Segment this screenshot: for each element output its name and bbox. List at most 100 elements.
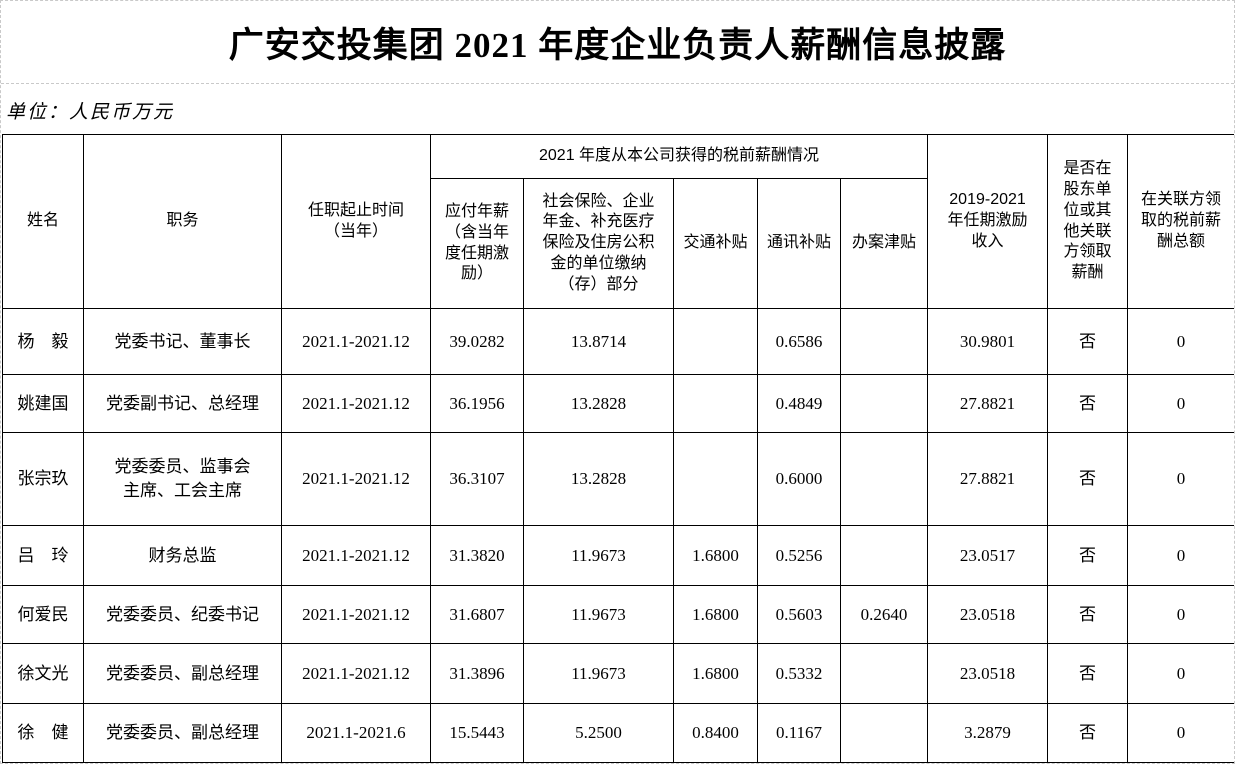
cell-transport-allowance xyxy=(673,432,758,526)
cell-pay-from-related: 否 xyxy=(1047,374,1129,433)
cell-related-total: 0 xyxy=(1127,585,1234,644)
cell-annual-salary: 36.3107 xyxy=(430,432,524,526)
cell-insurance: 5.2500 xyxy=(523,703,674,763)
cell-communication-allowance: 0.1167 xyxy=(757,703,841,763)
col-header-pay-from-related: 是否在 股东单 位或其 他关联 方领取 薪酬 xyxy=(1047,134,1129,309)
cell-communication-allowance: 0.5603 xyxy=(757,585,841,644)
cell-related-total: 0 xyxy=(1127,703,1234,763)
cell-pay-from-related: 否 xyxy=(1047,308,1129,375)
cell-pay-from-related: 否 xyxy=(1047,432,1129,526)
cell-incentive-income: 27.8821 xyxy=(927,374,1049,433)
cell-annual-salary: 31.3896 xyxy=(430,643,524,704)
cell-incentive-income: 23.0518 xyxy=(927,585,1049,644)
cell-communication-allowance: 0.6000 xyxy=(757,432,841,526)
col-header-term: 任职起止时间 （当年） xyxy=(281,134,431,309)
cell-related-total: 0 xyxy=(1127,432,1234,526)
header-row-group: 姓名 职务 任职起止时间 （当年） 2021 年度从本公司获得的税前薪酬情况 2… xyxy=(2,134,1234,309)
table-row: 何爱民 党委委员、纪委书记 2021.1-2021.12 31.6807 11.… xyxy=(2,585,1234,644)
cell-communication-allowance: 0.6586 xyxy=(757,308,841,375)
unit-label: 单位：人民币万元 xyxy=(6,102,175,123)
table-row: 张宗玖 党委委员、监事会 主席、工会主席 2021.1-2021.12 36.3… xyxy=(2,432,1234,526)
cell-term: 2021.1-2021.12 xyxy=(281,525,431,586)
cell-position: 党委书记、董事长 xyxy=(83,308,282,375)
cell-related-total: 0 xyxy=(1127,308,1234,375)
cell-position: 党委委员、纪委书记 xyxy=(83,585,282,644)
cell-insurance: 11.9673 xyxy=(523,585,674,644)
table-row: 姚建国 党委副书记、总经理 2021.1-2021.12 36.1956 13.… xyxy=(2,374,1234,433)
cell-position: 党委委员、副总经理 xyxy=(83,703,282,763)
header-row-sub: 应付年薪 （含当年 度任期激 励） 社会保险、企业 年金、补充医疗 保险及住房公… xyxy=(3,178,1235,309)
cell-case-allowance xyxy=(839,703,929,763)
table-row: 杨 毅 党委书记、董事长 2021.1-2021.12 39.0282 13.8… xyxy=(2,308,1234,375)
cell-annual-salary: 31.3820 xyxy=(430,525,524,586)
cell-term: 2021.1-2021.12 xyxy=(281,308,431,375)
cell-related-total: 0 xyxy=(1127,374,1234,433)
cell-case-allowance xyxy=(839,643,929,704)
cell-transport-allowance xyxy=(673,308,758,375)
cell-related-total: 0 xyxy=(1127,643,1234,704)
cell-position: 党委委员、副总经理 xyxy=(83,643,282,704)
cell-insurance: 11.9673 xyxy=(523,643,674,704)
cell-case-allowance xyxy=(839,374,929,433)
cell-annual-salary: 31.6807 xyxy=(430,585,524,644)
salary-disclosure-table: 姓名 职务 任职起止时间 （当年） 2021 年度从本公司获得的税前薪酬情况 2… xyxy=(2,134,1235,763)
cell-insurance: 13.8714 xyxy=(523,308,674,375)
cell-transport-allowance: 0.8400 xyxy=(673,703,758,763)
cell-communication-allowance: 0.5256 xyxy=(757,525,841,586)
cell-name: 吕 玲 xyxy=(2,525,84,586)
cell-term: 2021.1-2021.6 xyxy=(281,703,431,763)
cell-name: 姚建国 xyxy=(2,374,84,433)
cell-term: 2021.1-2021.12 xyxy=(281,643,431,704)
cell-case-allowance xyxy=(839,525,929,586)
col-header-position: 职务 xyxy=(83,134,282,309)
col-header-case-allowance: 办案津贴 xyxy=(839,178,929,309)
cell-term: 2021.1-2021.12 xyxy=(281,374,431,433)
cell-name: 张宗玖 xyxy=(2,432,84,526)
cell-related-total: 0 xyxy=(1127,525,1234,586)
cell-transport-allowance xyxy=(673,374,758,433)
cell-pay-from-related: 否 xyxy=(1047,703,1129,763)
cell-position: 党委委员、监事会 主席、工会主席 xyxy=(83,432,282,526)
cell-name: 徐 健 xyxy=(2,703,84,763)
table-row: 吕 玲 财务总监 2021.1-2021.12 31.3820 11.9673 … xyxy=(2,525,1234,586)
col-header-insurance: 社会保险、企业 年金、补充医疗 保险及住房公积 金的单位缴纳 （存）部分 xyxy=(523,178,674,309)
col-header-transport-allowance: 交通补贴 xyxy=(673,178,758,309)
col-header-annual-salary: 应付年薪 （含当年 度任期激 励） xyxy=(430,178,524,309)
cell-annual-salary: 39.0282 xyxy=(430,308,524,375)
cell-pay-from-related: 否 xyxy=(1047,525,1129,586)
col-header-related-total: 在关联方领 取的税前薪 酬总额 xyxy=(1127,134,1234,309)
cell-name: 杨 毅 xyxy=(2,308,84,375)
cell-position: 财务总监 xyxy=(83,525,282,586)
cell-insurance: 11.9673 xyxy=(523,525,674,586)
cell-incentive-income: 23.0517 xyxy=(927,525,1049,586)
cell-incentive-income: 23.0518 xyxy=(927,643,1049,704)
cell-case-allowance xyxy=(839,308,929,375)
cell-incentive-income: 27.8821 xyxy=(927,432,1049,526)
cell-annual-salary: 36.1956 xyxy=(430,374,524,433)
col-header-name: 姓名 xyxy=(2,134,84,309)
cell-term: 2021.1-2021.12 xyxy=(281,432,431,526)
col-header-incentive-income: 2019-2021 年任期激励 收入 xyxy=(927,134,1049,309)
col-group-header-2021-pretax: 2021 年度从本公司获得的税前薪酬情况 xyxy=(429,134,929,179)
cell-name: 徐文光 xyxy=(2,643,84,704)
cell-transport-allowance: 1.6800 xyxy=(673,643,758,704)
table-row: 徐文光 党委委员、副总经理 2021.1-2021.12 31.3896 11.… xyxy=(2,643,1234,704)
cell-case-allowance xyxy=(839,432,929,526)
cell-transport-allowance: 1.6800 xyxy=(673,585,758,644)
cell-insurance: 13.2828 xyxy=(523,374,674,433)
cell-incentive-income: 30.9801 xyxy=(927,308,1049,375)
page-title: 广安交投集团 2021 年度企业负责人薪酬信息披露 xyxy=(228,25,1007,65)
col-header-communication-allowance: 通讯补贴 xyxy=(757,178,841,309)
cell-transport-allowance: 1.6800 xyxy=(673,525,758,586)
cell-term: 2021.1-2021.12 xyxy=(281,585,431,644)
title-block: 广安交投集团 2021 年度企业负责人薪酬信息披露 xyxy=(1,1,1234,84)
cell-annual-salary: 15.5443 xyxy=(430,703,524,763)
table-row: 徐 健 党委委员、副总经理 2021.1-2021.6 15.5443 5.25… xyxy=(2,703,1234,763)
cell-communication-allowance: 0.5332 xyxy=(757,643,841,704)
cell-incentive-income: 3.2879 xyxy=(927,703,1049,763)
cell-pay-from-related: 否 xyxy=(1047,643,1129,704)
cell-insurance: 13.2828 xyxy=(523,432,674,526)
cell-position: 党委副书记、总经理 xyxy=(83,374,282,433)
cell-pay-from-related: 否 xyxy=(1047,585,1129,644)
